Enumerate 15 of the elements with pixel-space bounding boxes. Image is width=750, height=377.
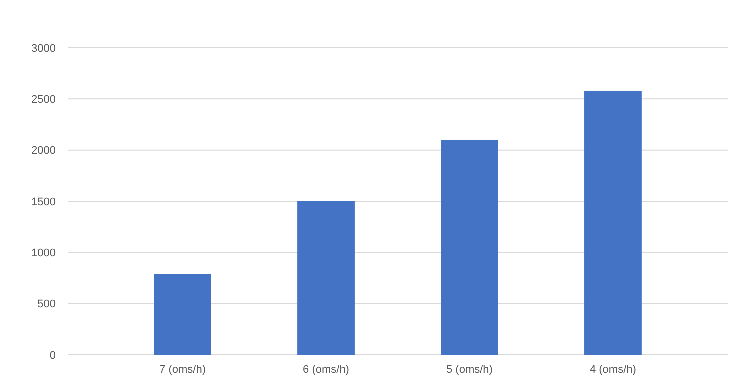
y-tick-label: 2000	[32, 145, 56, 158]
x-tick-label: 5 (oms/h)	[446, 364, 493, 376]
bar	[441, 140, 498, 355]
y-tick-label: 500	[38, 298, 56, 311]
bar	[298, 202, 355, 355]
y-tick-label: 2500	[32, 94, 56, 106]
x-tick-label: 7 (oms/h)	[160, 364, 206, 376]
y-tick-label: 3000	[32, 42, 56, 55]
y-tick-label: 1000	[32, 248, 56, 260]
bar	[154, 274, 212, 355]
bar	[584, 90, 642, 355]
x-tick-label: 4 (oms/h)	[590, 364, 636, 376]
y-tick-label: 0	[50, 350, 56, 362]
y-tick-label: 1500	[32, 196, 56, 208]
x-tick-label: 6 (oms/h)	[303, 364, 350, 376]
